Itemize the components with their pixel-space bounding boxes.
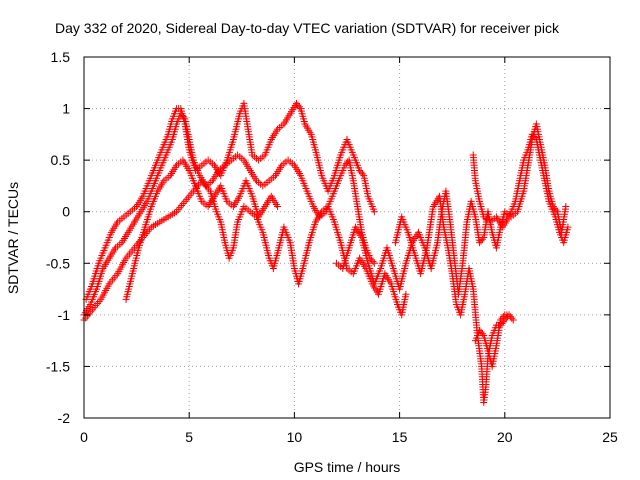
data-points [80,99,572,407]
data-point-track-g [509,316,517,324]
y-tick-labels: -2 -1.5 -1 -0.5 0 0.5 1 1.5 [46,49,70,426]
x-axis-label: GPS time / hours [294,459,401,475]
y-tick-label: -1 [58,307,71,323]
y-tick-label: 0.5 [51,152,71,168]
y-tick-label: 0 [62,204,70,220]
x-tick-label: 0 [80,429,88,445]
plot-frame [83,56,611,419]
x-tick-label: 5 [185,429,193,445]
data-point-track-g [508,314,516,322]
data-point-track-g [499,313,507,321]
data-point-track-a [369,258,377,266]
y-tick-label: -0.5 [46,255,70,271]
x-tick-label: 20 [497,429,513,445]
data-point-track-a [370,259,378,267]
y-tick-label: 1 [62,101,70,117]
data-point-track-b [358,170,366,178]
x-tick-labels: 0 5 10 15 20 25 [80,429,618,445]
y-tick-label: 1.5 [51,49,71,65]
data-point-track-e [562,203,570,211]
data-point-track-b [370,208,378,216]
y-axis-label: SDTVAR / TECUs [5,182,21,294]
data-point-track-b [295,103,303,111]
data-point-track-d [274,203,282,211]
x-tick-label: 15 [392,429,408,445]
data-point-track-h [564,223,572,231]
y-tick-label: -1.5 [46,358,70,374]
data-point-track-e [478,235,486,243]
data-point-track-c [402,290,410,298]
y-tick-label: -2 [58,410,71,426]
data-point-track-h [531,134,539,142]
data-point-track-g [478,330,486,338]
x-tick-label: 10 [287,429,303,445]
x-tick-label: 25 [602,429,618,445]
chart-title: Day 332 of 2020, Sidereal Day-to-day VTE… [55,20,560,36]
